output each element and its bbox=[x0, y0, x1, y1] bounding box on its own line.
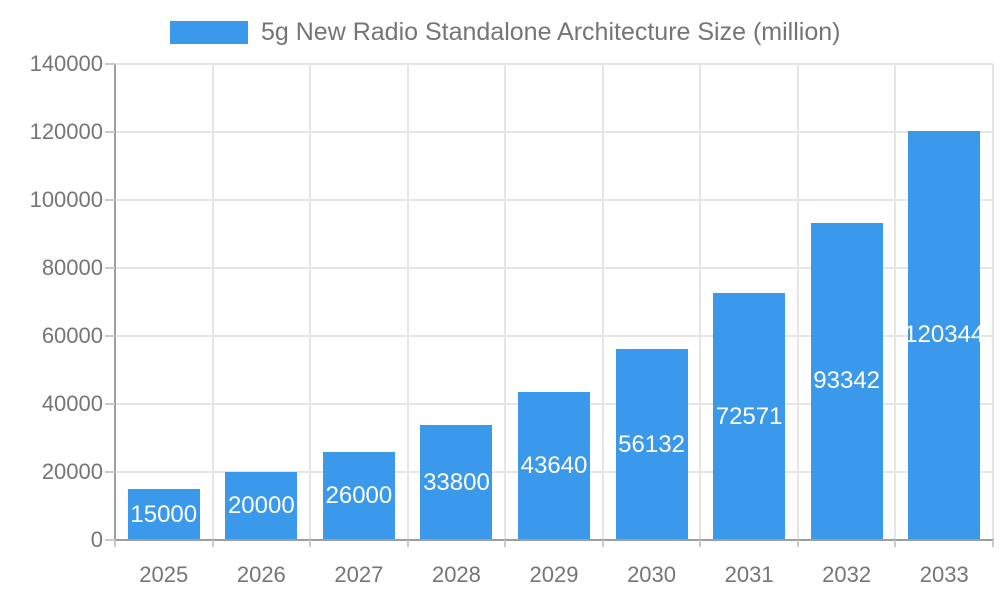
x-tick-label: 2032 bbox=[822, 562, 872, 587]
y-tick-label: 60000 bbox=[41, 323, 103, 348]
v-gridline bbox=[992, 64, 994, 540]
bar bbox=[420, 425, 493, 540]
x-tick-mark bbox=[699, 540, 702, 547]
bar bbox=[810, 222, 883, 540]
x-tick-mark bbox=[504, 540, 507, 547]
bar-value-label: 20000 bbox=[227, 492, 295, 519]
bar-value-label: 15000 bbox=[130, 500, 198, 528]
bar bbox=[518, 391, 590, 540]
h-gridline bbox=[115, 63, 993, 65]
v-gridline bbox=[796, 64, 799, 540]
x-tick-mark bbox=[992, 540, 994, 547]
y-tick-mark bbox=[105, 539, 115, 541]
x-tick-mark bbox=[601, 540, 604, 547]
y-tick-label: 100000 bbox=[29, 187, 103, 212]
legend-swatch bbox=[170, 21, 248, 44]
v-gridline bbox=[309, 64, 312, 540]
x-tick-label: 2030 bbox=[627, 562, 677, 587]
y-tick-label: 80000 bbox=[41, 255, 103, 280]
bar-value-label: 93342 bbox=[813, 367, 881, 395]
y-tick-mark bbox=[105, 471, 115, 473]
h-gridline bbox=[115, 267, 993, 269]
x-tick-label: 2033 bbox=[919, 562, 969, 587]
x-tick-mark bbox=[114, 540, 116, 547]
y-tick-label: 40000 bbox=[41, 391, 103, 416]
v-gridline bbox=[894, 64, 897, 540]
y-tick-mark bbox=[105, 267, 115, 269]
v-gridline bbox=[601, 64, 604, 540]
bar-value-label: 43640 bbox=[520, 451, 588, 479]
v-gridline bbox=[699, 64, 702, 540]
x-tick-label: 2026 bbox=[236, 562, 286, 587]
x-tick-mark bbox=[309, 540, 312, 547]
bar-value-label: 56132 bbox=[618, 430, 685, 458]
y-tick-label: 120000 bbox=[29, 119, 103, 144]
h-gridline bbox=[115, 199, 993, 201]
x-tick-label: 2029 bbox=[529, 562, 579, 587]
legend: 5g New Radio Standalone Architecture Siz… bbox=[170, 18, 840, 47]
x-tick-label: 2028 bbox=[431, 562, 481, 587]
bar bbox=[615, 349, 688, 540]
y-tick-label: 20000 bbox=[41, 459, 103, 484]
h-gridline bbox=[115, 131, 993, 133]
y-tick-mark bbox=[105, 335, 115, 337]
x-tick-mark bbox=[796, 540, 799, 547]
x-tick-mark bbox=[211, 540, 214, 547]
y-tick-mark bbox=[105, 131, 115, 133]
y-tick-mark bbox=[105, 63, 115, 65]
bar-value-label: 33800 bbox=[423, 468, 490, 496]
bar-value-label: 26000 bbox=[325, 481, 393, 509]
x-tick-label: 2027 bbox=[334, 562, 384, 587]
y-tick-label: 140000 bbox=[29, 51, 103, 76]
x-tick-mark bbox=[406, 540, 409, 547]
x-tick-mark bbox=[894, 540, 897, 547]
h-gridline bbox=[115, 335, 993, 337]
bar bbox=[127, 489, 200, 540]
bar bbox=[713, 293, 786, 540]
bar bbox=[908, 130, 981, 540]
y-tick-mark bbox=[105, 199, 115, 201]
y-tick-mark bbox=[105, 403, 115, 405]
v-gridline bbox=[406, 64, 409, 540]
v-gridline bbox=[211, 64, 214, 540]
legend-label: 5g New Radio Standalone Architecture Siz… bbox=[261, 18, 841, 46]
bar-value-label: 120344 bbox=[904, 321, 985, 349]
x-tick-label: 2025 bbox=[139, 562, 189, 587]
x-tick-label: 2031 bbox=[724, 562, 774, 587]
bar-value-label: 72571 bbox=[715, 402, 783, 430]
bar bbox=[322, 451, 395, 540]
v-gridline bbox=[504, 64, 507, 540]
plot-area: 15000 20000 26000 33800 43640 56132 72571 93342… bbox=[115, 63, 994, 540]
bar bbox=[225, 472, 298, 540]
y-tick-label: 0 bbox=[90, 527, 103, 552]
